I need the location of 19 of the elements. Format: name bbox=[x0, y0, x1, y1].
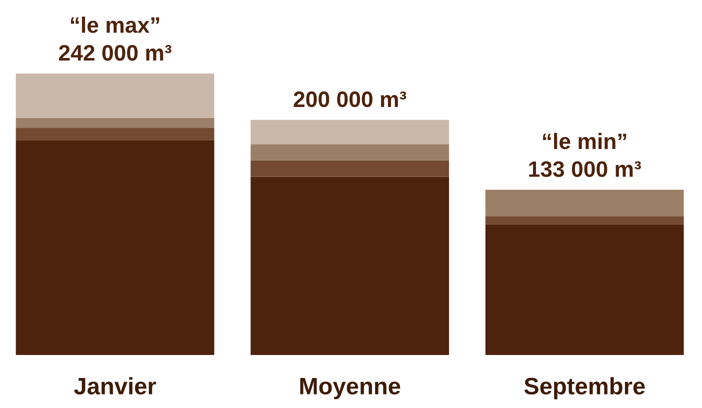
annotation: 200 000 m³ bbox=[294, 91, 406, 108]
bar bbox=[16, 128, 214, 140]
bar bbox=[16, 140, 214, 355]
annotation: 242 000 m³ bbox=[58, 44, 172, 61]
x-tick-label: Janvier bbox=[74, 377, 156, 395]
bar bbox=[250, 176, 450, 355]
x-tick-label: Moyenne bbox=[300, 378, 400, 400]
x-tick-label: Septembre bbox=[524, 377, 645, 400]
bar bbox=[250, 160, 450, 177]
bar bbox=[250, 144, 450, 160]
bar bbox=[485, 190, 684, 216]
bar bbox=[250, 120, 450, 144]
annotation: “le min” bbox=[543, 132, 626, 150]
bar bbox=[485, 224, 684, 355]
annotation: 133 000 m³ bbox=[529, 161, 641, 178]
annotation: “le max” bbox=[70, 16, 160, 33]
bar bbox=[16, 73, 214, 118]
bar bbox=[485, 216, 684, 224]
bar bbox=[16, 118, 214, 128]
